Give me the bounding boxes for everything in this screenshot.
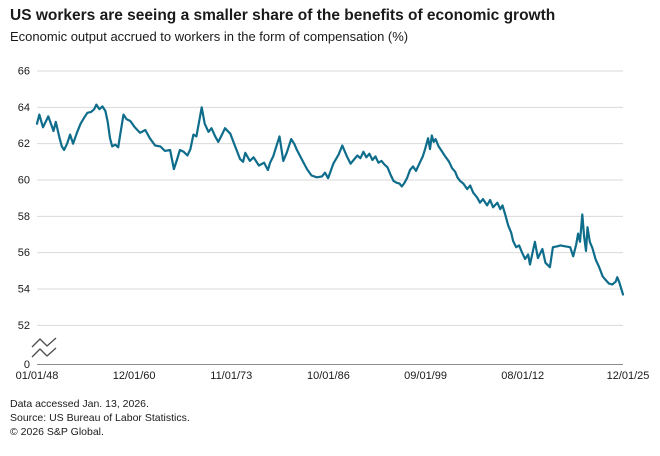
x-axis-label-11/01/73: 11/01/73 xyxy=(210,370,252,382)
x-axis-label-10/01/86: 10/01/86 xyxy=(307,370,350,382)
y-axis-label-62: 62 xyxy=(18,138,30,150)
y-axis-label-56: 56 xyxy=(18,247,30,259)
y-axis-label-66: 66 xyxy=(18,66,30,78)
footnote-source: Source: US Bureau of Labor Statistics. xyxy=(10,412,190,424)
y-axis-label-58: 58 xyxy=(18,211,30,223)
footnote-copyright: © 2026 S&P Global. xyxy=(10,426,104,438)
y-axis-label-52: 52 xyxy=(18,320,30,332)
x-axis-label-08/01/12: 08/01/12 xyxy=(501,370,544,382)
labor-share-line-series xyxy=(35,103,625,296)
footnote-data-accessed: Data accessed Jan. 13, 2026. xyxy=(10,398,149,410)
axis-break-icon xyxy=(31,347,57,358)
chart-footnotes: Data accessed Jan. 13, 2026. Source: US … xyxy=(10,397,650,439)
chart-title: US workers are seeing a smaller share of… xyxy=(10,7,556,24)
x-axis-label-12/01/60: 12/01/60 xyxy=(113,370,156,382)
x-axis-label-12/01/25: 12/01/25 xyxy=(607,370,650,382)
y-axis-label-64: 64 xyxy=(18,102,30,114)
axis-break-icon xyxy=(31,337,57,348)
chart-subtitle: Economic output accrued to workers in th… xyxy=(10,29,409,44)
x-axis-label-09/01/99: 09/01/99 xyxy=(404,370,447,382)
x-axis-label-01/01/48: 01/01/48 xyxy=(16,370,59,382)
y-axis-label-60: 60 xyxy=(18,175,30,187)
y-axis-label-0: 0 xyxy=(24,359,30,371)
y-axis-label-54: 54 xyxy=(18,284,30,296)
